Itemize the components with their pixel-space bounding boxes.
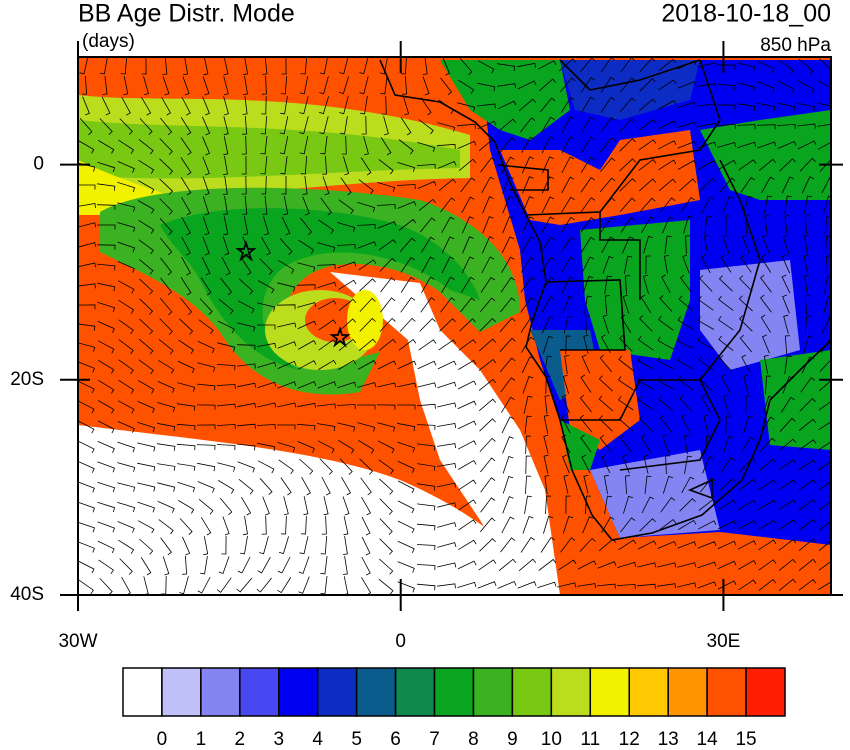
colorbar-box bbox=[433, 667, 475, 717]
colorbar-box bbox=[472, 667, 514, 717]
wind-barbs bbox=[78, 57, 831, 595]
colorbar-box bbox=[628, 667, 669, 717]
field-region bbox=[700, 110, 831, 200]
colorbar-box bbox=[200, 667, 241, 717]
colorbar-box bbox=[394, 667, 436, 717]
colorbar: 0 1 2 3 4 5 6 7 8 9 10 11 12 13 14 15 bbox=[122, 667, 786, 750]
x-tick-label: 30E bbox=[707, 631, 741, 652]
colorbar-label: 13 bbox=[658, 729, 679, 750]
colorbar-label: 0 bbox=[157, 729, 168, 750]
colorbar-box bbox=[550, 667, 592, 717]
colorbar-label: 14 bbox=[697, 729, 719, 750]
colorbar-box bbox=[706, 667, 747, 717]
units: (days) bbox=[82, 31, 135, 52]
level: 850 hPa bbox=[760, 35, 831, 56]
x-tick-label: 0 bbox=[395, 631, 406, 652]
y-tick-label: 20S bbox=[10, 369, 44, 390]
field-region bbox=[78, 120, 460, 179]
colorbar-label: 7 bbox=[429, 729, 440, 750]
colorbar-label: 15 bbox=[735, 729, 756, 750]
colorbar-label: 1 bbox=[196, 729, 207, 750]
y-tick-label: 0 bbox=[33, 154, 44, 175]
colorbar-box bbox=[122, 667, 163, 717]
field bbox=[78, 57, 831, 595]
plot-frame bbox=[77, 56, 832, 596]
colorbar-box bbox=[745, 667, 786, 717]
field-region bbox=[760, 350, 831, 450]
title: BB Age Distr. Mode bbox=[78, 0, 295, 28]
colorbar-box bbox=[278, 667, 319, 717]
colorbar-label: 2 bbox=[235, 729, 246, 750]
y-tick-label: 40S bbox=[10, 584, 44, 605]
date: 2018-10-18_00 bbox=[661, 0, 831, 28]
field-region bbox=[330, 272, 560, 595]
colorbar-label: 12 bbox=[619, 729, 640, 750]
colorbar-box bbox=[511, 667, 553, 717]
site-marker bbox=[235, 240, 351, 348]
colorbar-box bbox=[355, 667, 397, 717]
colorbar-box bbox=[667, 667, 708, 717]
field-region bbox=[500, 130, 700, 225]
colorbar-label: 9 bbox=[507, 729, 518, 750]
colorbar-label: 4 bbox=[312, 729, 323, 750]
colorbar-box bbox=[239, 667, 280, 717]
colorbar-label: 3 bbox=[273, 729, 284, 750]
colorbar-box bbox=[316, 667, 358, 717]
field-region bbox=[560, 60, 700, 120]
colorbar-label: 6 bbox=[390, 729, 401, 750]
colorbar-label: 8 bbox=[468, 729, 479, 750]
field-region bbox=[580, 220, 690, 360]
axes: 30W 0 30E 0 20S 40S bbox=[10, 41, 843, 652]
colorbar-label: 11 bbox=[580, 729, 600, 750]
field-region bbox=[590, 450, 720, 538]
coastline bbox=[379, 59, 831, 541]
colorbar-box bbox=[589, 667, 630, 717]
colorbar-label: 5 bbox=[351, 729, 362, 750]
colorbar-box bbox=[161, 667, 202, 717]
colorbar-label: 10 bbox=[541, 729, 562, 750]
field-region bbox=[78, 425, 560, 595]
field-region bbox=[347, 290, 383, 350]
x-tick-label: 30W bbox=[58, 631, 97, 652]
field-region bbox=[440, 60, 570, 140]
field-region bbox=[700, 260, 800, 370]
